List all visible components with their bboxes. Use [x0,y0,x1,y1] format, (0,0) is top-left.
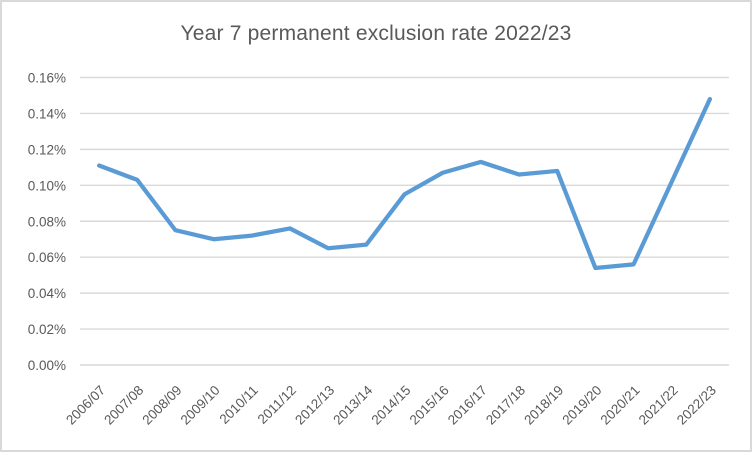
x-axis-tick-label: 2012/13 [292,383,337,428]
y-axis-tick-label: 0.04% [28,286,66,301]
x-axis-tick-label: 2020/21 [598,383,643,428]
x-axis-tick-label: 2018/19 [521,383,566,428]
y-axis-tick-label: 0.00% [28,358,66,373]
x-axis-tick-label: 2021/22 [636,383,681,428]
x-axis-tick-label: 2014/15 [368,383,413,428]
y-axis-tick-label: 0.08% [28,214,66,229]
y-axis-tick-label: 0.06% [28,250,66,265]
y-axis-tick-label: 0.12% [28,142,66,157]
x-axis-tick-label: 2015/16 [407,383,452,428]
x-axis-tick-label: 2010/11 [217,383,261,427]
x-axis-tick-label: 2006/07 [63,383,108,428]
y-axis-tick-label: 0.02% [28,322,66,337]
x-axis-tick-label: 2013/14 [330,382,375,427]
chart-title: Year 7 permanent exclusion rate 2022/23 [180,22,572,45]
x-axis-tick-label: 2019/20 [559,383,604,428]
y-axis-tick-label: 0.16% [28,71,66,86]
y-axis-tick-label: 0.10% [28,178,66,193]
x-axis-tick-label: 2016/17 [445,383,490,428]
data-series-line [96,96,713,271]
x-axis-tick-label: 2011/12 [255,383,299,427]
x-axis-tick-label: 2017/18 [483,383,528,428]
x-axis-tick-label: 2007/08 [101,383,146,428]
x-axis-tick-label: 2009/10 [178,383,223,428]
y-axis-tick-label: 0.14% [28,106,66,121]
x-axis-tick-label: 2008/09 [139,383,184,428]
x-axis-tick-label: 2022/23 [674,383,719,428]
